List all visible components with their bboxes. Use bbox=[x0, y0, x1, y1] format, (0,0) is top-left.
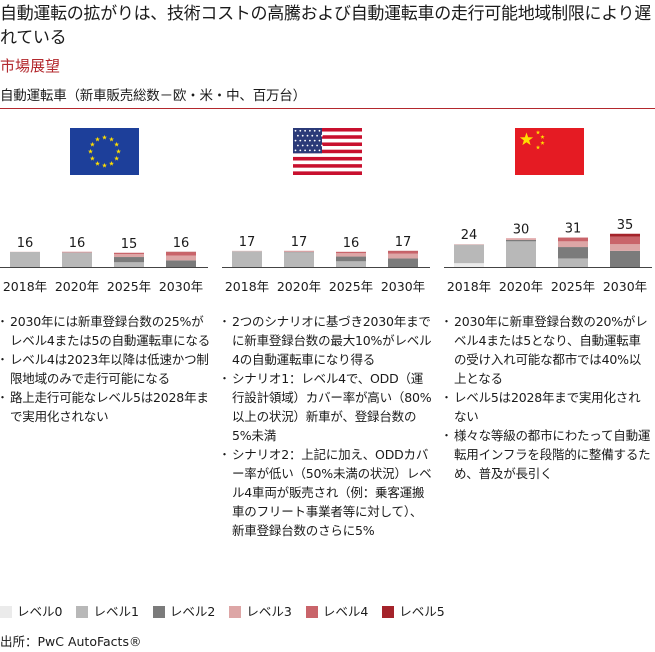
x-tick-label: 2025年 bbox=[551, 279, 595, 294]
bar-segment-level4 bbox=[388, 251, 418, 254]
bar-segment-level3 bbox=[336, 253, 366, 257]
bar-segment-level3 bbox=[558, 241, 588, 248]
legend-swatch-level0 bbox=[0, 606, 12, 618]
note-item: 2030年に新車登録台数の20%がレベル4または5となり、自動運転車の受け入れ可… bbox=[441, 312, 652, 388]
legend-swatch-level3 bbox=[229, 606, 242, 618]
page-title: 自動運転の拡がりは、技術コストの高騰および自動運転車の走行可能地域制限により遅れ… bbox=[0, 4, 651, 48]
bar-total-label: 31 bbox=[565, 222, 582, 237]
legend-label: レベル4 bbox=[322, 604, 369, 619]
legend-item-level4: レベル4 bbox=[305, 604, 369, 620]
bar-segment-level4 bbox=[336, 251, 366, 254]
bar-segment-level3 bbox=[610, 244, 640, 251]
bar-total-label: 24 bbox=[461, 228, 478, 243]
bar-segment-level1 bbox=[558, 258, 588, 267]
x-tick-label: 2030年 bbox=[603, 279, 647, 294]
note-item: レベル5は2028年まで実用化されない bbox=[441, 388, 652, 426]
legend-swatch-level5 bbox=[382, 606, 395, 618]
china-flag-icon bbox=[515, 128, 584, 175]
bar-segment-level4 bbox=[114, 252, 144, 255]
source-note: 出所：PwC AutoFacts® bbox=[0, 634, 142, 649]
legend-label: レベル3 bbox=[246, 604, 292, 619]
bar-segment-level2 bbox=[336, 256, 366, 262]
legend-item-level1: レベル1 bbox=[76, 604, 139, 620]
bar-segment-level1 bbox=[284, 252, 314, 267]
notes-us: 2つのシナリオに基づき2030年までに新車登録台数の最大10%がレベル4の自動運… bbox=[219, 312, 434, 540]
bar-segment-level2 bbox=[114, 257, 144, 263]
bar-segment-level4 bbox=[610, 236, 640, 245]
x-tick-label: 2025年 bbox=[329, 279, 373, 294]
legend-label: レベル5 bbox=[399, 604, 445, 619]
bar-segment-level3 bbox=[166, 255, 196, 261]
note-item: 路上走行可能なレベル5は2028年まで実用化されない bbox=[0, 388, 212, 426]
bar-segment-level3 bbox=[506, 238, 536, 240]
eu-flag-icon bbox=[70, 128, 139, 175]
note-item: 様々な等級の都市にわたって自動運転用インフラを段階的に整備するため、普及が長引く bbox=[441, 426, 652, 483]
bar-segment-level1 bbox=[454, 244, 484, 264]
stacked-bar-chart: 16 2018年 16 2020年 15 2025年 16 2030年 17 2018年 17 202… bbox=[0, 218, 652, 294]
chart-legend: レベル0 レベル1 レベル2 レベル3 レベル4 レベル5 bbox=[0, 604, 459, 620]
chart-caption: 自動運転車（新車販売総数－欧・米・中、百万台） bbox=[0, 88, 306, 104]
bar-total-label: 30 bbox=[513, 223, 530, 238]
x-tick-label: 2018年 bbox=[225, 279, 269, 294]
bar-segment-level2 bbox=[506, 239, 536, 242]
x-tick-label: 2025年 bbox=[107, 279, 151, 294]
bar-segment-level1 bbox=[114, 262, 144, 267]
note-item: 2030年には新車登録台数の25%がレベル4または5の自動運転車になる bbox=[0, 312, 212, 350]
section-subtitle: 市場展望 bbox=[0, 57, 61, 75]
bar-total-label: 17 bbox=[239, 235, 256, 250]
bar-segment-level2 bbox=[558, 247, 588, 259]
legend-label: レベル0 bbox=[17, 604, 63, 619]
notes-china: 2030年に新車登録台数の20%がレベル4または5となり、自動運転車の受け入れ可… bbox=[441, 312, 652, 483]
bar-segment-level3 bbox=[114, 254, 144, 258]
legend-swatch-level4 bbox=[305, 606, 318, 618]
bar-segment-level4 bbox=[558, 237, 588, 242]
legend-swatch-level1 bbox=[76, 606, 89, 618]
x-tick-label: 2030年 bbox=[381, 279, 425, 294]
bar-segment-level1 bbox=[506, 241, 536, 267]
bar-total-label: 17 bbox=[291, 235, 308, 250]
bar-segment-level2 bbox=[166, 260, 196, 267]
bar-total-label: 35 bbox=[617, 218, 634, 233]
bar-segment-level1 bbox=[62, 252, 92, 267]
x-tick-label: 2020年 bbox=[499, 279, 543, 294]
bar-total-label: 16 bbox=[343, 236, 360, 251]
legend-item-level2: レベル2 bbox=[152, 604, 216, 620]
bar-segment-level0 bbox=[454, 263, 484, 267]
note-item: 2つのシナリオに基づき2030年までに新車登録台数の最大10%がレベル4の自動運… bbox=[219, 312, 434, 369]
bar-segment-level4 bbox=[166, 252, 196, 256]
note-item: シナリオ1：レベル4で、ODD（運行設計領域）カバー率が高い（80%以上の状況）… bbox=[219, 369, 434, 445]
bar-total-label: 16 bbox=[69, 236, 86, 251]
bar-total-label: 16 bbox=[17, 236, 34, 251]
x-tick-label: 2020年 bbox=[55, 279, 99, 294]
header-divider bbox=[0, 108, 655, 109]
us-flag-icon bbox=[293, 128, 362, 175]
notes-eu: 2030年には新車登録台数の25%がレベル4または5の自動運転車になる レベル4… bbox=[0, 312, 212, 426]
x-tick-label: 2018年 bbox=[447, 279, 491, 294]
legend-swatch-level2 bbox=[152, 606, 165, 618]
x-tick-label: 2020年 bbox=[277, 279, 321, 294]
bar-segment-level1 bbox=[10, 251, 40, 267]
bar-segment-level1 bbox=[232, 251, 262, 267]
bar-total-label: 17 bbox=[395, 235, 412, 250]
legend-label: レベル2 bbox=[169, 604, 216, 619]
bar-segment-level5 bbox=[610, 233, 640, 237]
legend-item-level5: レベル5 bbox=[382, 604, 445, 620]
bar-total-label: 15 bbox=[121, 237, 138, 252]
bar-segment-level2 bbox=[388, 258, 418, 267]
note-item: レベル4は2023年以降は低速かつ制限地域のみで走行可能になる bbox=[0, 350, 212, 388]
legend-item-level3: レベル3 bbox=[229, 604, 292, 620]
bar-segment-level3 bbox=[388, 253, 418, 259]
bar-total-label: 16 bbox=[173, 236, 190, 251]
x-tick-label: 2018年 bbox=[3, 279, 47, 294]
legend-label: レベル1 bbox=[93, 604, 139, 619]
legend-item-level0: レベル0 bbox=[0, 604, 62, 620]
bar-segment-level2 bbox=[610, 250, 640, 267]
bar-segment-level1 bbox=[336, 261, 366, 267]
note-item: シナリオ2：上記に加え、ODDカバー率が低い（50%未満の状況）レベル4車両が販… bbox=[219, 445, 434, 540]
x-tick-label: 2030年 bbox=[159, 279, 203, 294]
